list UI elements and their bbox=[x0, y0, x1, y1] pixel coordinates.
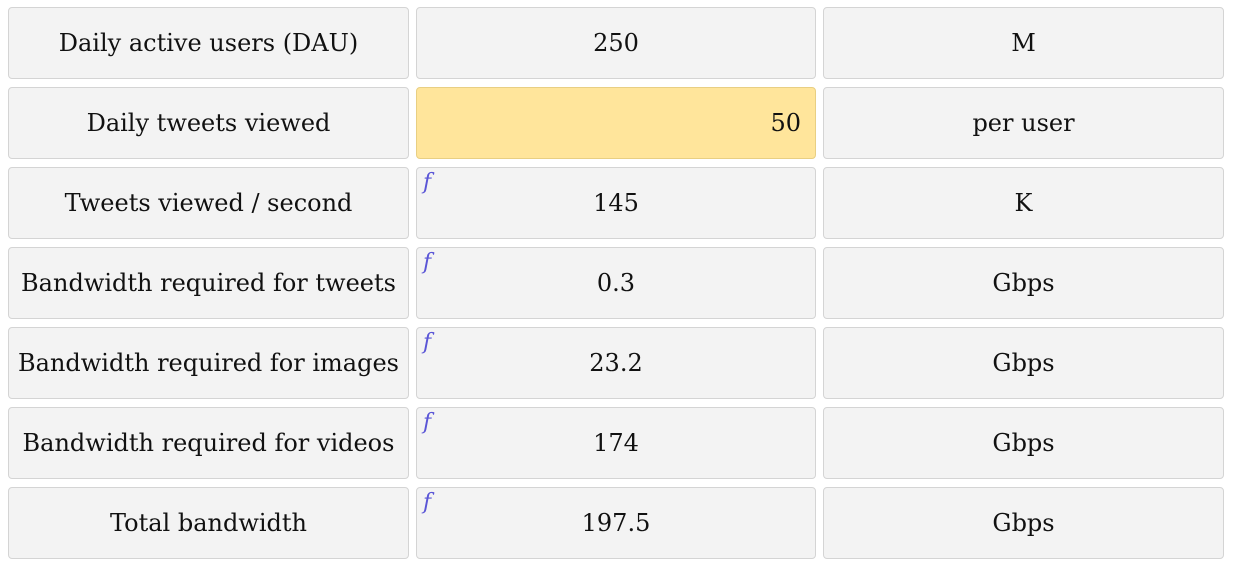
row-label: Tweets viewed / second bbox=[8, 167, 409, 239]
value-text: 250 bbox=[593, 29, 639, 57]
unit-cell: K bbox=[823, 167, 1224, 239]
value-text: 0.3 bbox=[596, 269, 636, 297]
value-text: 145 bbox=[593, 189, 639, 217]
formula-icon: f bbox=[423, 330, 432, 355]
row-label: Total bandwidth bbox=[8, 487, 409, 559]
unit-cell: per user bbox=[823, 87, 1224, 159]
value-text: 197.5 bbox=[581, 509, 651, 537]
row-label: Bandwidth required for videos bbox=[8, 407, 409, 479]
formula-icon: f bbox=[423, 410, 432, 435]
formula-value-cell[interactable]: f 174 bbox=[416, 407, 816, 479]
row-label: Daily tweets viewed bbox=[8, 87, 409, 159]
value-text: 50 bbox=[770, 109, 801, 137]
row-label: Bandwidth required for images bbox=[8, 327, 409, 399]
value-text: 174 bbox=[593, 429, 639, 457]
input-value-cell[interactable]: 50 bbox=[416, 87, 816, 159]
unit-cell: Gbps bbox=[823, 327, 1224, 399]
unit-cell: Gbps bbox=[823, 247, 1224, 319]
row-label: Bandwidth required for tweets bbox=[8, 247, 409, 319]
formula-icon: f bbox=[423, 170, 432, 195]
formula-value-cell[interactable]: f 145 bbox=[416, 167, 816, 239]
formula-value-cell[interactable]: f 0.3 bbox=[416, 247, 816, 319]
value-cell[interactable]: 250 bbox=[416, 7, 816, 79]
unit-cell: M bbox=[823, 7, 1224, 79]
value-text: 23.2 bbox=[589, 349, 643, 377]
formula-value-cell[interactable]: f 197.5 bbox=[416, 487, 816, 559]
formula-icon: f bbox=[423, 250, 432, 275]
row-label: Daily active users (DAU) bbox=[8, 7, 409, 79]
calculator-grid: Daily active users (DAU) 250 M Daily twe… bbox=[8, 7, 1224, 559]
unit-cell: Gbps bbox=[823, 407, 1224, 479]
unit-cell: Gbps bbox=[823, 487, 1224, 559]
formula-icon: f bbox=[423, 490, 432, 515]
formula-value-cell[interactable]: f 23.2 bbox=[416, 327, 816, 399]
